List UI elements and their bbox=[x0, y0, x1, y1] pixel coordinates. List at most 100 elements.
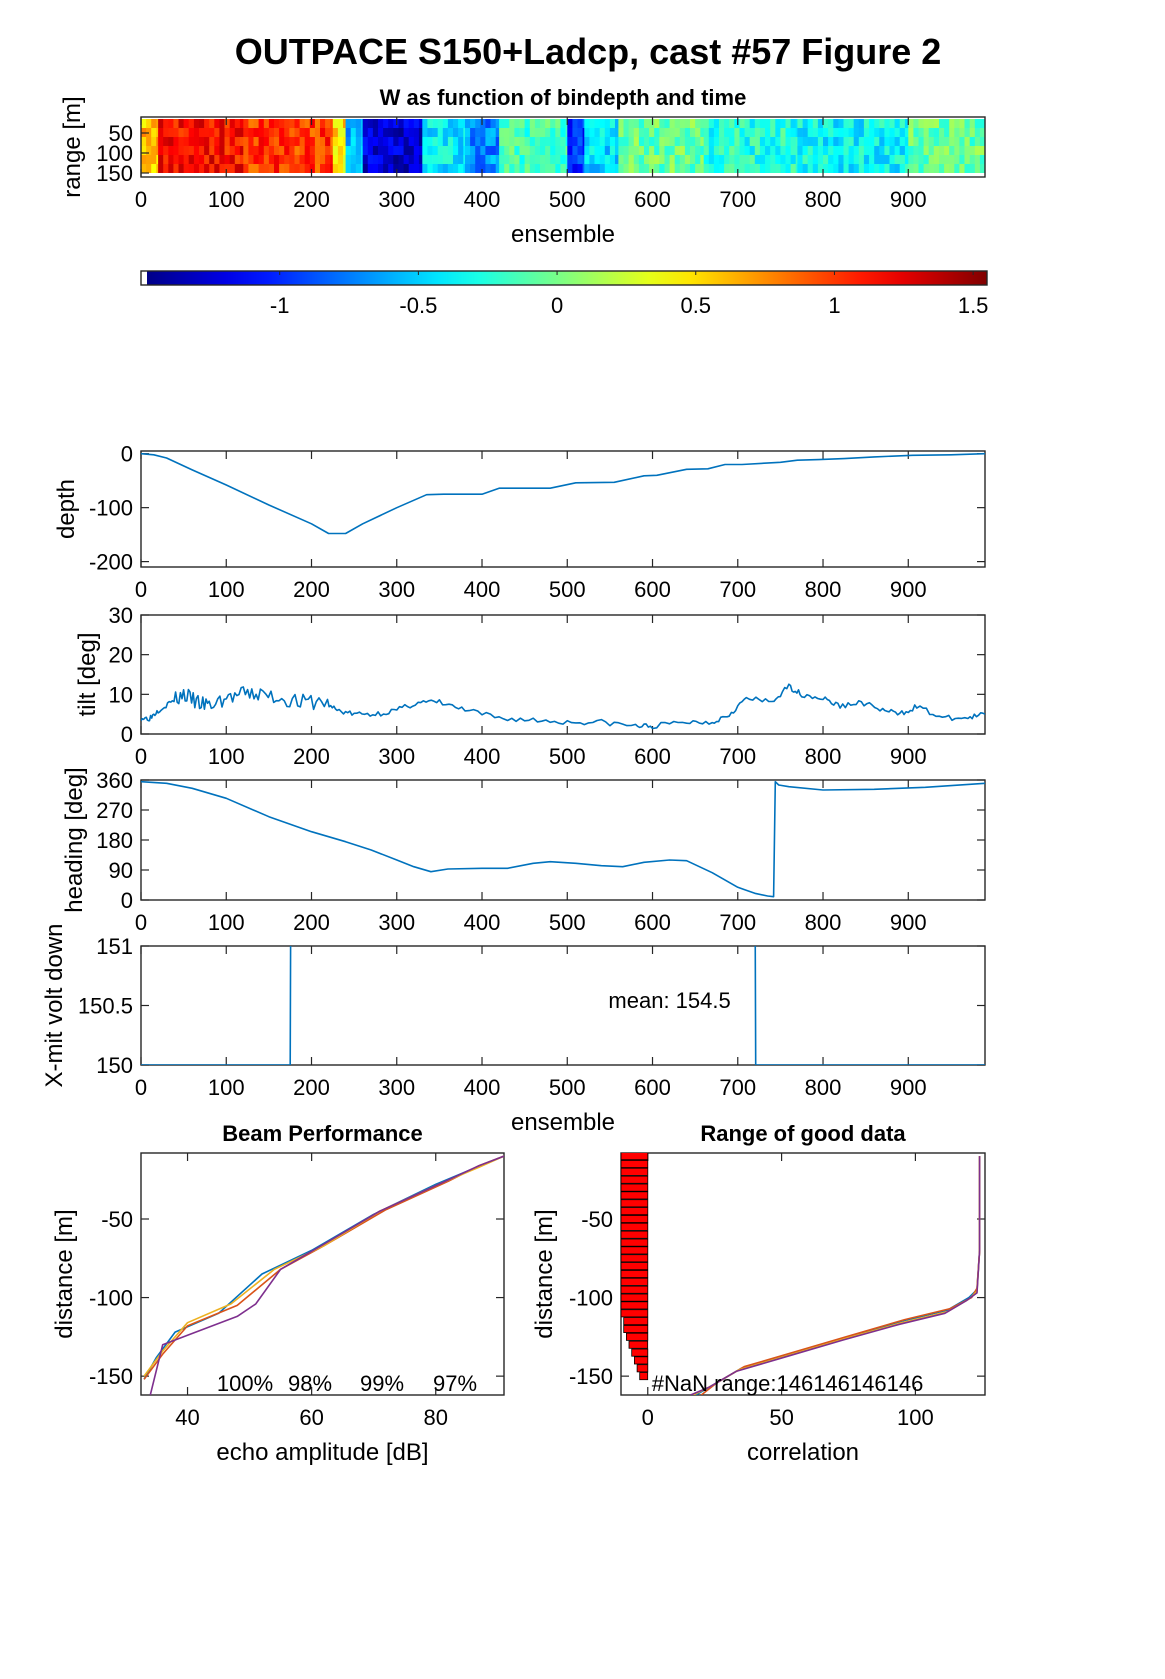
heatmap-cell bbox=[584, 164, 590, 173]
heatmap-cell bbox=[669, 146, 676, 155]
heatmap-cell bbox=[638, 164, 645, 173]
heatmap-cell bbox=[263, 128, 270, 137]
heatmap-cell bbox=[790, 119, 797, 128]
heatmap-cell bbox=[378, 119, 384, 128]
heatmap-cell bbox=[775, 155, 781, 164]
heatmap-cell bbox=[780, 146, 786, 155]
heatmap-cell bbox=[408, 119, 415, 128]
heatmap-cell bbox=[899, 137, 906, 146]
heatmap-cell bbox=[700, 137, 705, 146]
heatmap-cell bbox=[534, 119, 541, 128]
heatmap-cell bbox=[465, 146, 471, 155]
heatmap-cell bbox=[853, 164, 860, 173]
heatmap-cell bbox=[325, 164, 331, 173]
heatmap-cell bbox=[453, 128, 459, 137]
heatmap-cell bbox=[959, 164, 965, 173]
y-tick-label: 150 bbox=[96, 1053, 133, 1078]
x-tick-label: 200 bbox=[293, 187, 330, 212]
heatmap-cell bbox=[797, 119, 803, 128]
heatmap-cell bbox=[802, 128, 809, 137]
heatmap-cell bbox=[355, 155, 362, 164]
heatmap-cell bbox=[361, 128, 364, 137]
x-tick-label: 0 bbox=[135, 187, 147, 212]
nan-range-label: #NaN range:146146146146 bbox=[652, 1371, 924, 1396]
heatmap-cell bbox=[770, 119, 776, 128]
heatmap-cell bbox=[550, 128, 556, 137]
heatmap-cell bbox=[729, 119, 735, 128]
y-tick-label: 20 bbox=[109, 643, 133, 668]
y-tick-label: 150 bbox=[96, 161, 133, 186]
heatmap-cell bbox=[332, 155, 339, 164]
heatmap-cell bbox=[151, 137, 157, 146]
heatmap-cell bbox=[759, 128, 766, 137]
heatmap-cell bbox=[928, 155, 935, 164]
heatmap-cell bbox=[609, 146, 616, 155]
heatmap-cell bbox=[817, 119, 824, 128]
heatmap-cell bbox=[555, 137, 561, 146]
heatmap-cell bbox=[944, 137, 950, 146]
heatmap-cell bbox=[398, 119, 404, 128]
heatmap-cell bbox=[168, 164, 174, 173]
heatmap-cell bbox=[679, 137, 686, 146]
heatmap-cell bbox=[904, 119, 909, 128]
heatmap-cell bbox=[355, 119, 362, 128]
heatmap-cell bbox=[615, 137, 619, 146]
heatmap-cell bbox=[889, 119, 895, 128]
heatmap-cell bbox=[372, 137, 379, 146]
range-bar bbox=[621, 1215, 649, 1224]
heatmap-cell bbox=[797, 164, 803, 173]
heatmap-cell bbox=[555, 164, 561, 173]
heatmap-cell bbox=[393, 137, 399, 146]
heatmap-cell bbox=[168, 128, 174, 137]
heatmap-cell bbox=[739, 128, 745, 137]
heading-line bbox=[141, 780, 985, 898]
heatmap-cell bbox=[524, 155, 531, 164]
heatmap-cell bbox=[807, 146, 814, 155]
range-bar bbox=[621, 1191, 649, 1200]
heatmap-cell bbox=[509, 137, 515, 146]
y-axis-label: X-mit volt down bbox=[41, 923, 68, 1087]
heatmap-cell bbox=[933, 146, 940, 155]
heatmap-cell bbox=[739, 119, 745, 128]
heatmap-cell bbox=[534, 164, 541, 173]
heatmap-cell bbox=[393, 155, 399, 164]
heatmap-cell bbox=[807, 119, 814, 128]
heatmap-cell bbox=[913, 119, 919, 128]
heatmap-cell bbox=[355, 137, 362, 146]
x-tick-label: 500 bbox=[549, 577, 586, 602]
heatmap-cell bbox=[418, 128, 423, 137]
heatmap-cell bbox=[470, 155, 476, 164]
heatmap-cell bbox=[398, 137, 404, 146]
heatmap-cell bbox=[928, 119, 935, 128]
heatmap-cell bbox=[534, 146, 541, 155]
heatmap-cell bbox=[659, 164, 665, 173]
heatmap-cell bbox=[309, 164, 316, 173]
heatmap-cell bbox=[193, 119, 200, 128]
heatmap-cell bbox=[403, 137, 410, 146]
heatmap-cell bbox=[649, 119, 655, 128]
heatmap-cell bbox=[499, 119, 505, 128]
heatmap-cell bbox=[853, 146, 860, 155]
heatmap-cell bbox=[540, 119, 546, 128]
heatmap-cell bbox=[504, 119, 510, 128]
heatmap-cell bbox=[263, 164, 270, 173]
range-bar bbox=[626, 1332, 649, 1341]
heatmap-cell bbox=[263, 155, 270, 164]
heatmap-cell bbox=[193, 164, 200, 173]
heatmap-cell bbox=[708, 155, 715, 164]
x-tick-label: 200 bbox=[293, 910, 330, 935]
heatmap-cell bbox=[224, 137, 230, 146]
heatmap-cell bbox=[199, 137, 205, 146]
heatmap-cell bbox=[158, 119, 164, 128]
heatmap-cell bbox=[785, 146, 791, 155]
heatmap-cell bbox=[979, 155, 986, 164]
heatmap-cell bbox=[889, 164, 895, 173]
heatmap-cell bbox=[337, 137, 344, 146]
heatmap-cell bbox=[437, 119, 444, 128]
heatmap-cell bbox=[609, 119, 616, 128]
axes-frame bbox=[140, 614, 986, 735]
heatmap-cell bbox=[589, 146, 595, 155]
heatmap-cell bbox=[540, 137, 546, 146]
heatmap-cell bbox=[350, 155, 357, 164]
heatmap-cell bbox=[802, 119, 809, 128]
